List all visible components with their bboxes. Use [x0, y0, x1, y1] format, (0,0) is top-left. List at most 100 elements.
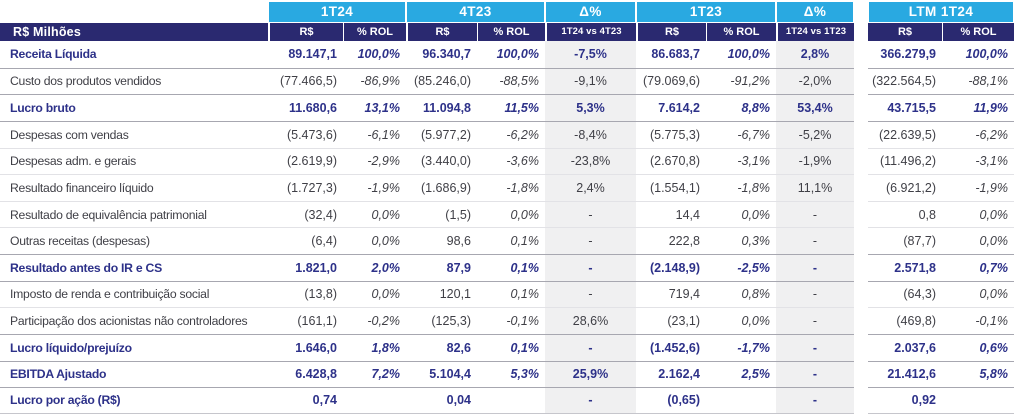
cell-1t23-rs: (79.069,6) — [636, 67, 706, 95]
cell-ltm-1t24-rol: -0,1% — [942, 307, 1014, 334]
cell-1t24-rs: 1.821,0 — [268, 254, 343, 281]
cell-ltm-1t24-rs: 0,92 — [868, 387, 942, 414]
cell-4t23-rs: (85.246,0) — [406, 67, 477, 95]
cell-4t23-rol: 0,0% — [477, 200, 545, 228]
cell-1t24-rol: -6,1% — [343, 120, 406, 148]
header-spacer — [0, 2, 268, 22]
cell-4t23-rs: 87,9 — [406, 254, 477, 281]
row-label: Custo dos produtos vendidos — [0, 67, 268, 95]
col-group-1t24: 1T24 — [269, 2, 405, 22]
cell-1t24-rs: 0,74 — [268, 387, 343, 414]
col-group-4t23: 4T23 — [407, 2, 544, 22]
cell-1t23-rol: 0,0% — [706, 307, 776, 334]
subheader-1t24-rol: % ROL — [343, 23, 406, 41]
cell-1t24-rs: (13,8) — [268, 280, 343, 308]
cell-delta-1t24-vs-1t23: - — [776, 387, 854, 414]
cell-4t23-rol: 0,1% — [477, 227, 545, 254]
cell-1t24-rol: -86,9% — [343, 67, 406, 95]
row-label: Resultado de equivalência patrimonial — [0, 200, 268, 228]
cell-1t24-rs: 89.147,1 — [288, 47, 337, 62]
row-label: Despesas com vendas — [0, 120, 268, 148]
cell-1t24-rol: 2,0% — [343, 254, 406, 281]
cell-ltm-1t24-rol: 0,7% — [942, 254, 1014, 281]
row-label: Lucro por ação (R$) — [0, 387, 268, 414]
header-subcolumn-row: R$ Milhões R$ % ROL R$ % ROL 1T24 vs 4T2… — [0, 23, 1014, 41]
cell-delta-1t24-vs-1t23: 2,8% — [776, 41, 854, 68]
cell-4t23-rol — [477, 387, 545, 414]
cell-ltm-1t24-rol: -88,1% — [942, 67, 1014, 95]
cell-ltm-1t24-rol: 0,0% — [942, 200, 1014, 228]
cell-delta-1t24-vs-4t23: -8,4% — [545, 120, 636, 148]
cell-delta-1t24-vs-1t23: - — [776, 227, 854, 254]
cell-4t23-rol: 11,5% — [477, 94, 545, 121]
table-row: Outras receitas (despesas) (6,4) 0,0% 98,6 0… — [0, 227, 1014, 254]
cell-1t24-rs: (77.466,5) — [268, 67, 343, 95]
cell-1t24-rs: 6.428,8 — [268, 360, 343, 388]
cell-4t23-rol: 0,1% — [477, 333, 545, 361]
cell-delta-1t24-vs-4t23: 25,9% — [545, 360, 636, 388]
table-row: Receita Líquida 89.147,1 100,0% 96.340,7 100… — [0, 41, 1014, 68]
cell-1t24-rol: -2,9% — [343, 147, 406, 175]
cell-1t23-rs: (0,65) — [636, 387, 706, 414]
cell-delta-1t24-vs-4t23: 5,3% — [545, 94, 636, 121]
cell-delta-1t24-vs-4t23: - — [545, 200, 636, 228]
cell-delta-1t24-vs-1t23: - — [776, 360, 854, 388]
cell-1t23-rs: (5.775,3) — [636, 120, 706, 148]
cell-delta-1t24-vs-4t23: - — [545, 333, 636, 361]
cell-ltm-1t24-rs: (6.921,2) — [868, 174, 942, 201]
cell-1t24-rol: -0,2% — [343, 307, 406, 334]
cell-1t24-rol: 13,1% — [343, 94, 406, 121]
cell-1t24-rol — [343, 387, 406, 414]
column-gap — [854, 200, 868, 228]
cell-1t24-rs: (6,4) — [268, 227, 343, 254]
cell-ltm-1t24-rs: (22.639,5) — [868, 120, 942, 148]
cell-1t23-rs: (1.452,6) — [636, 333, 706, 361]
column-gap — [854, 280, 868, 308]
cell-delta-1t24-vs-4t23: - — [545, 280, 636, 308]
cell-1t24-rol: -1,9% — [343, 174, 406, 201]
table-row: EBITDA Ajustado 6.428,8 7,2% 5.104,4 5,3% 25,… — [0, 360, 1014, 388]
cell-ltm-1t24-rol: 0,6% — [942, 333, 1014, 361]
cell-1t24-rol: 0,0% — [343, 227, 406, 254]
cell-1t24-rs: (32,4) — [268, 200, 343, 228]
cell-delta-1t24-vs-1t23: 11,1% — [776, 174, 854, 201]
cell-1t23-rol: 100,0% — [727, 47, 770, 62]
subheader-1t23-rol: % ROL — [706, 23, 776, 41]
row-label: Receita Líquida — [10, 47, 97, 62]
column-gap — [854, 41, 868, 68]
column-gap — [854, 174, 868, 201]
cell-4t23-rs: 96.340,7 — [422, 47, 471, 62]
header-period-row: 1T24 4T23 Δ% 1T23 Δ% LTM 1T24 — [0, 2, 1014, 22]
cell-4t23-rol: -6,2% — [477, 120, 545, 148]
cell-ltm-1t24-rs: 2.037,6 — [868, 333, 942, 361]
cell-ltm-1t24-rs: (322.564,5) — [868, 67, 942, 95]
cell-delta-1t24-vs-1t23: -1,9% — [776, 147, 854, 175]
cell-1t23-rol: 0,3% — [706, 227, 776, 254]
subheader-1t24-rs: R$ — [268, 23, 343, 41]
unit-label: R$ Milhões — [0, 23, 268, 41]
table-row: Despesas com vendas (5.473,6) -6,1% (5.977,… — [0, 120, 1014, 148]
cell-1t23-rol: -3,1% — [706, 147, 776, 175]
cell-delta-1t24-vs-4t23: - — [545, 254, 636, 281]
cell-4t23-rs: (125,3) — [406, 307, 477, 334]
cell-delta-1t24-vs-4t23: -9,1% — [545, 67, 636, 95]
cell-ltm-1t24-rol: 11,9% — [942, 94, 1014, 121]
col-group-ltm-1t24: LTM 1T24 — [869, 2, 1013, 22]
cell-4t23-rs: 11.094,8 — [406, 94, 477, 121]
cell-4t23-rs: 5.104,4 — [406, 360, 477, 388]
col-group-1t23: 1T23 — [637, 2, 775, 22]
table-row: Lucro por ação (R$) 0,74 0,04- (0,65) -0,92 — [0, 387, 1014, 414]
cell-ltm-1t24-rs: (87,7) — [868, 227, 942, 254]
cell-ltm-1t24-rs: (64,3) — [868, 280, 942, 308]
column-gap — [854, 147, 868, 175]
cell-4t23-rol: -88,5% — [477, 67, 545, 95]
cell-1t23-rs: (1.554,1) — [636, 174, 706, 201]
cell-ltm-1t24-rol: -1,9% — [942, 174, 1014, 201]
row-label: Resultado antes do IR e CS — [0, 254, 268, 281]
cell-1t24-rol: 7,2% — [343, 360, 406, 388]
subheader-1t23-rs: R$ — [636, 23, 706, 41]
cell-4t23-rol: 0,1% — [477, 254, 545, 281]
cell-ltm-1t24-rs: 43.715,5 — [868, 94, 942, 121]
cell-1t24-rs: (2.619,9) — [268, 147, 343, 175]
header-column-gap — [854, 23, 868, 41]
